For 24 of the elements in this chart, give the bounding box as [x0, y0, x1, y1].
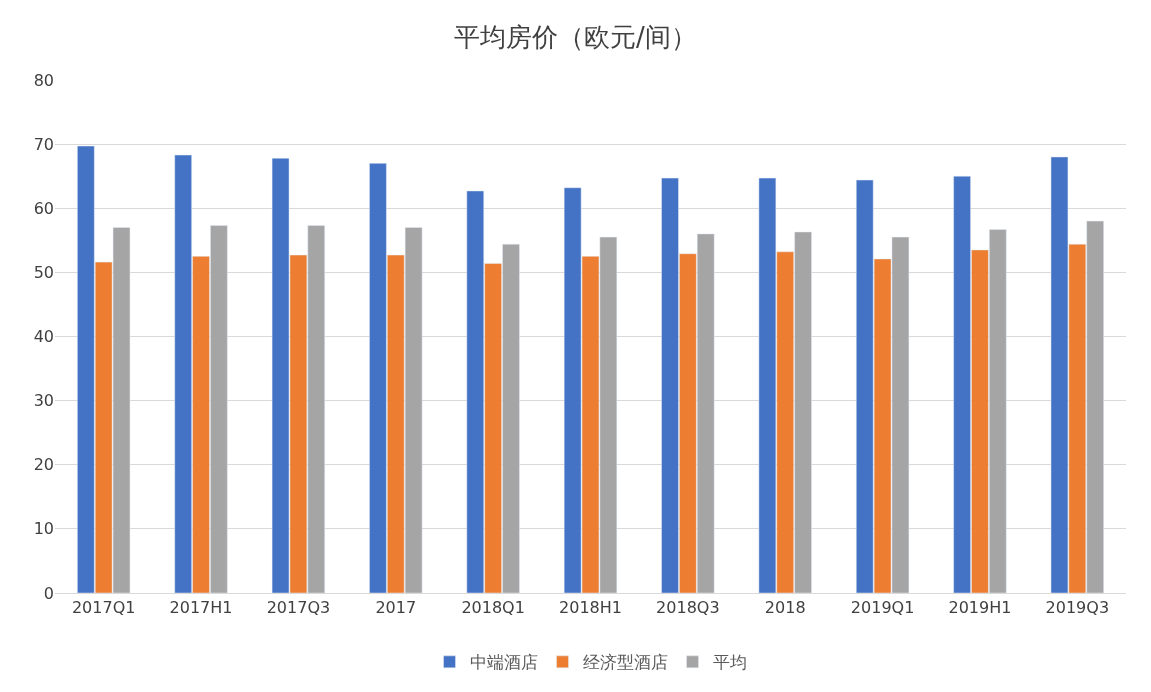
x-tick-label: 2019Q3 [1045, 598, 1110, 618]
x-tick-label: 2019Q1 [850, 598, 915, 618]
y-tick-label: 60 [33, 198, 54, 218]
y-tick-label: 30 [33, 391, 54, 411]
x-tick-label: 2019H1 [948, 598, 1012, 618]
legend-label: 中端酒店 [469, 652, 538, 673]
y-tick-label: 40 [33, 327, 54, 347]
y-tick-label: 80 [33, 70, 54, 90]
y-tick-label: 20 [33, 455, 54, 475]
y-tick-label: 10 [33, 519, 54, 539]
x-tick-label: 2018Q1 [461, 598, 525, 618]
chart-title: 平均房价（欧元/间） [454, 21, 697, 52]
x-tick-label: 2018Q3 [656, 598, 720, 618]
x-tick-label: 2017Q3 [266, 598, 331, 618]
x-tick-label: 2017 [375, 598, 417, 618]
x-tick-label: 2017Q1 [71, 598, 136, 618]
y-tick-label: 50 [33, 262, 54, 282]
legend-label: 经济型酒店 [582, 652, 668, 673]
legend-label: 平均 [712, 652, 747, 673]
x-tick-label: 2018 [764, 598, 806, 618]
y-tick-label: 70 [33, 134, 54, 154]
x-tick-label: 2018H1 [559, 598, 622, 618]
x-tick-label: 2017H1 [169, 598, 233, 618]
y-tick-label: 0 [43, 583, 54, 603]
